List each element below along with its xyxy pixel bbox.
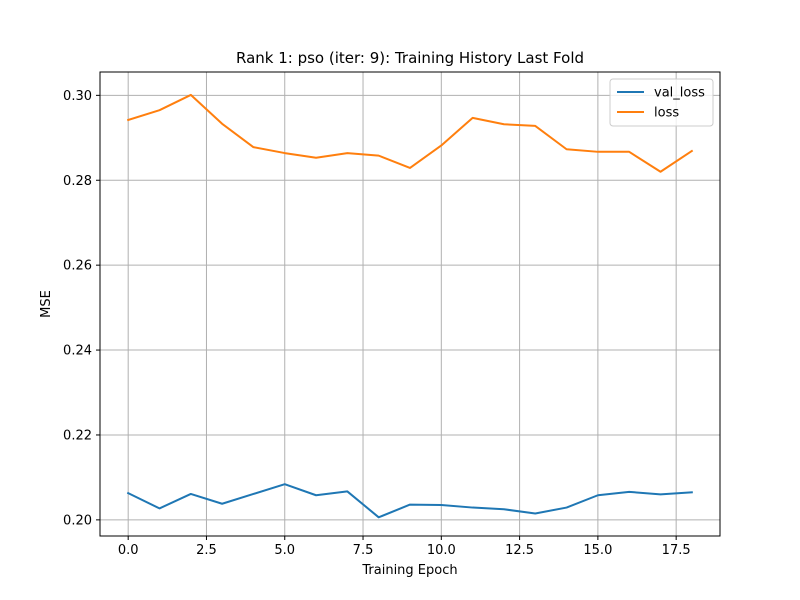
- series-lines: [126, 93, 694, 519]
- y-tick-label: 0.28: [63, 174, 92, 189]
- y-tick-label: 0.26: [63, 259, 92, 274]
- legend-box: [609, 78, 714, 127]
- x-axis: 0.0 2.5 5.0 7.5 10.0 12.5 15.0 17.5: [118, 536, 691, 558]
- x-tick-label: 2.5: [196, 543, 217, 558]
- x-tick-label: 10.0: [427, 543, 456, 558]
- plot-area: [100, 72, 720, 536]
- y-tick-label: 0.20: [63, 513, 92, 528]
- legend-label-loss: loss: [654, 106, 679, 121]
- x-axis-label: Training Epoch: [361, 563, 457, 578]
- legend-label-val-loss: val_loss: [654, 86, 705, 101]
- x-tick-label: 17.5: [662, 543, 691, 558]
- plot-frame: [99, 71, 721, 537]
- y-axis: 0.20 0.22 0.24 0.26 0.28 0.30: [63, 89, 100, 528]
- y-tick-label: 0.24: [63, 344, 92, 359]
- x-tick-label: 5.0: [274, 543, 295, 558]
- x-tick-label: 15.0: [583, 543, 612, 558]
- series-line-loss: [126, 93, 694, 173]
- series-line-val-loss: [126, 483, 693, 519]
- y-tick-label: 0.30: [63, 89, 92, 104]
- x-tick-label: 12.5: [505, 543, 534, 558]
- y-axis-label: MSE: [39, 290, 54, 318]
- y-tick-label: 0.22: [63, 428, 92, 443]
- x-tick-label: 0.0: [118, 543, 139, 558]
- x-tick-label: 7.5: [353, 543, 374, 558]
- chart-title: Rank 1: pso (iter: 9): Training History …: [236, 49, 584, 67]
- grid: [100, 72, 720, 536]
